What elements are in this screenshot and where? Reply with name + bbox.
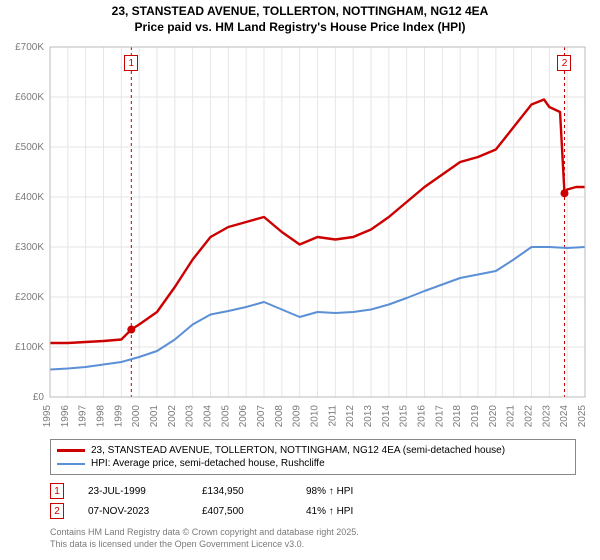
svg-text:1997: 1997 [78, 405, 89, 428]
legend-box: 23, STANSTEAD AVENUE, TOLLERTON, NOTTING… [50, 439, 576, 475]
svg-text:2009: 2009 [292, 405, 303, 428]
svg-text:2024: 2024 [559, 405, 570, 428]
svg-text:2019: 2019 [470, 405, 481, 428]
svg-text:2025: 2025 [577, 405, 588, 428]
title-line-1: 23, STANSTEAD AVENUE, TOLLERTON, NOTTING… [0, 4, 600, 20]
title-block: 23, STANSTEAD AVENUE, TOLLERTON, NOTTING… [0, 0, 600, 37]
marker-date-1: 23-JUL-1999 [88, 486, 178, 497]
marker-num-1: 1 [50, 483, 64, 499]
svg-text:1996: 1996 [60, 405, 71, 428]
svg-text:2004: 2004 [203, 405, 214, 428]
svg-text:1995: 1995 [42, 405, 53, 428]
legend-item-1: 23, STANSTEAD AVENUE, TOLLERTON, NOTTING… [57, 444, 569, 457]
svg-text:2018: 2018 [452, 405, 463, 428]
svg-text:£700K: £700K [15, 42, 44, 53]
svg-text:2012: 2012 [345, 405, 356, 428]
svg-text:1998: 1998 [96, 405, 107, 428]
footer-line-1: Contains HM Land Registry data © Crown c… [50, 527, 576, 539]
legend-swatch-1 [57, 449, 85, 452]
footer-line-2: This data is licensed under the Open Gov… [50, 539, 576, 551]
svg-text:2005: 2005 [220, 405, 231, 428]
svg-text:£600K: £600K [15, 92, 44, 103]
chart-area: £0 £100K £200K £300K £400K £500K £600K £700K 199… [0, 37, 600, 437]
marker-table: 1 23-JUL-1999 £134,950 98% ↑ HPI 2 07-NO… [50, 481, 576, 521]
svg-text:£100K: £100K [15, 342, 44, 353]
svg-text:2006: 2006 [238, 405, 249, 428]
svg-text:2002: 2002 [167, 405, 178, 428]
svg-text:2016: 2016 [417, 405, 428, 428]
marker-row-1: 1 23-JUL-1999 £134,950 98% ↑ HPI [50, 481, 576, 501]
legend-label-1: 23, STANSTEAD AVENUE, TOLLERTON, NOTTING… [91, 445, 505, 456]
chart-marker-1: 1 [124, 55, 138, 71]
svg-text:£0: £0 [33, 392, 45, 403]
svg-text:2014: 2014 [381, 405, 392, 428]
chart-svg: £0 £100K £200K £300K £400K £500K £600K £700K 199… [0, 37, 600, 437]
svg-text:£300K: £300K [15, 242, 44, 253]
marker-row-2: 2 07-NOV-2023 £407,500 41% ↑ HPI [50, 501, 576, 521]
svg-text:2023: 2023 [541, 405, 552, 428]
svg-text:2003: 2003 [185, 405, 196, 428]
svg-text:2013: 2013 [363, 405, 374, 428]
marker-pct-1: 98% ↑ HPI [306, 486, 396, 497]
legend-label-2: HPI: Average price, semi-detached house,… [91, 458, 325, 469]
svg-text:2000: 2000 [131, 405, 142, 428]
marker-num-2: 2 [50, 503, 64, 519]
chart-marker-2: 2 [557, 55, 571, 71]
marker-price-2: £407,500 [202, 506, 282, 517]
marker-pct-2: 41% ↑ HPI [306, 506, 396, 517]
svg-text:2015: 2015 [399, 405, 410, 428]
title-line-2: Price paid vs. HM Land Registry's House … [0, 20, 600, 36]
svg-text:2021: 2021 [506, 405, 517, 428]
legend-swatch-2 [57, 463, 85, 465]
svg-text:£200K: £200K [15, 292, 44, 303]
marker-price-1: £134,950 [202, 486, 282, 497]
legend-item-2: HPI: Average price, semi-detached house,… [57, 457, 569, 470]
svg-text:2022: 2022 [524, 405, 535, 428]
svg-text:£400K: £400K [15, 192, 44, 203]
svg-text:£500K: £500K [15, 142, 44, 153]
chart-container: 23, STANSTEAD AVENUE, TOLLERTON, NOTTING… [0, 0, 600, 560]
svg-text:2001: 2001 [149, 405, 160, 428]
svg-text:2008: 2008 [274, 405, 285, 428]
svg-text:1999: 1999 [113, 405, 124, 428]
svg-text:2017: 2017 [434, 405, 445, 428]
svg-text:2020: 2020 [488, 405, 499, 428]
marker-date-2: 07-NOV-2023 [88, 506, 178, 517]
svg-text:2010: 2010 [310, 405, 321, 428]
svg-text:2007: 2007 [256, 405, 267, 428]
footer: Contains HM Land Registry data © Crown c… [50, 527, 576, 550]
svg-text:2011: 2011 [327, 405, 338, 427]
